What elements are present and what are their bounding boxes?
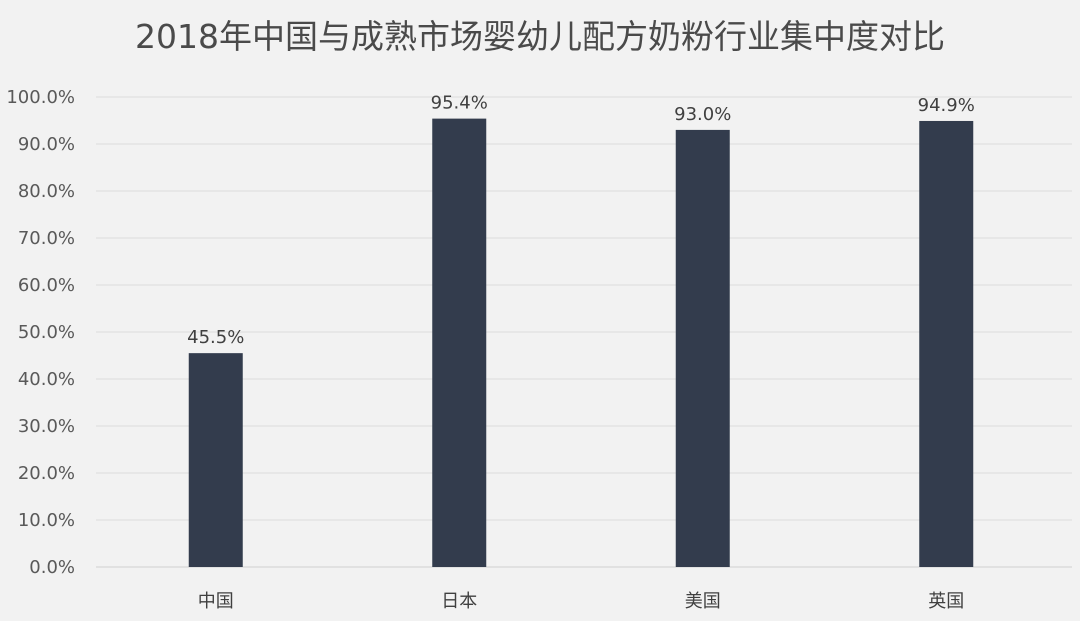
x-tick-label: 日本 [441, 591, 477, 612]
y-tick-label: 50.0% [18, 322, 75, 343]
y-tick-label: 30.0% [18, 416, 75, 437]
y-tick-label: 90.0% [18, 134, 75, 155]
y-tick-label: 40.0% [18, 369, 75, 390]
y-tick-label: 10.0% [18, 510, 75, 531]
bar [675, 129, 730, 567]
x-tick-label: 美国 [685, 591, 721, 612]
y-tick-label: 20.0% [18, 463, 75, 484]
y-tick-label: 60.0% [18, 275, 75, 296]
bar [432, 118, 487, 568]
y-tick-label: 0.0% [29, 557, 75, 578]
bar [188, 353, 243, 567]
y-tick-label: 70.0% [18, 228, 75, 249]
chart-title: 2018年中国与成熟市场婴幼儿配方奶粉行业集中度对比 [135, 17, 945, 56]
data-label: 45.5% [187, 327, 244, 348]
x-tick-label: 中国 [198, 591, 234, 612]
data-label: 93.0% [674, 104, 731, 125]
y-tick-label: 100.0% [6, 87, 75, 108]
bar [919, 120, 974, 567]
data-label: 95.4% [431, 93, 488, 114]
y-tick-label: 80.0% [18, 181, 75, 202]
data-label: 94.9% [918, 95, 975, 116]
x-tick-label: 英国 [928, 591, 964, 612]
